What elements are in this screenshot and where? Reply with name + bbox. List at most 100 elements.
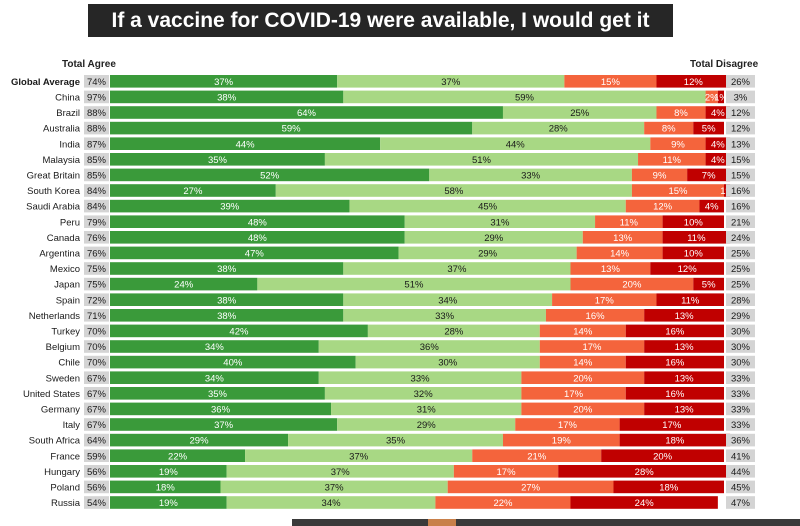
- country-label: Great Britain: [27, 171, 80, 182]
- label-strongly-disagree: 4%: [711, 139, 725, 150]
- label-strongly-disagree: 1%: [714, 93, 728, 104]
- bar-somewhat-agree: [367, 324, 540, 338]
- bar-strongly-agree: [110, 340, 319, 353]
- total-agree-value: 71%: [87, 311, 107, 322]
- label-somewhat-disagree: 11%: [620, 217, 639, 228]
- total-agree-value: 76%: [87, 233, 107, 244]
- label-somewhat-agree: 51%: [472, 155, 492, 166]
- bar-somewhat-disagree: [447, 480, 614, 494]
- bar-somewhat-agree: [337, 418, 516, 431]
- bar-somewhat-disagree: [453, 465, 559, 478]
- total-agree-value: 88%: [87, 124, 107, 135]
- total-disagree-cell: [726, 496, 755, 509]
- total-agree-value: 97%: [87, 93, 107, 104]
- bar-somewhat-disagree: [570, 262, 651, 275]
- country-label: Brazil: [56, 108, 80, 119]
- bar-somewhat-disagree: [521, 387, 626, 400]
- bar-strongly-agree: [110, 199, 350, 213]
- bar-somewhat-agree: [318, 371, 522, 384]
- bar-somewhat-disagree: [650, 137, 706, 150]
- label-strongly-disagree: 13%: [675, 311, 695, 322]
- label-somewhat-agree: 29%: [478, 249, 498, 260]
- total-disagree-cell: [726, 215, 755, 228]
- bar-strongly-agree: [110, 355, 356, 369]
- bar-strongly-disagree: [687, 168, 731, 182]
- total-disagree-cell: [726, 309, 755, 322]
- bar-strongly-agree: [110, 184, 276, 197]
- total-agree-value: 79%: [87, 217, 107, 228]
- country-label: China: [55, 93, 81, 104]
- bar-strongly-agree: [110, 168, 430, 182]
- bar-strongly-disagree: [644, 402, 724, 416]
- bar-strongly-disagree: [625, 387, 724, 400]
- country-label: Canada: [47, 233, 81, 244]
- bar-strongly-agree: [110, 90, 344, 104]
- total-agree-value: 74%: [87, 77, 107, 88]
- bar-strongly-disagree: [662, 215, 724, 228]
- country-label: Global Average: [11, 77, 80, 88]
- bar-somewhat-agree: [324, 387, 522, 400]
- total-disagree-value: 30%: [731, 342, 751, 353]
- label-strongly-agree: 48%: [248, 233, 268, 244]
- total-disagree-value: 24%: [731, 233, 751, 244]
- bar-strongly-agree: [110, 137, 381, 150]
- label-somewhat-disagree: 13%: [601, 264, 621, 275]
- total-agree-value: 64%: [87, 436, 107, 447]
- total-disagree-cell: [726, 324, 755, 338]
- bar-somewhat-agree: [331, 402, 522, 416]
- country-label: Mexico: [50, 264, 80, 275]
- bar-somewhat-disagree: [644, 121, 694, 135]
- total-disagree-value: 12%: [731, 124, 751, 135]
- total-disagree-value: 25%: [731, 280, 751, 291]
- bar-strongly-disagree: [656, 293, 724, 306]
- label-strongly-disagree: 16%: [665, 327, 685, 338]
- label-somewhat-agree: 34%: [322, 498, 342, 509]
- total-disagree-cell: [726, 355, 755, 369]
- total-agree-cell: [84, 418, 109, 431]
- label-strongly-agree: 18%: [156, 483, 176, 494]
- total-disagree-cell: [726, 402, 755, 416]
- total-agree-cell: [84, 340, 109, 353]
- label-strongly-disagree: 12%: [684, 77, 704, 88]
- label-somewhat-disagree: 17%: [564, 389, 584, 400]
- label-somewhat-disagree: 15%: [601, 77, 621, 88]
- bar-somewhat-disagree: [521, 371, 645, 384]
- label-strongly-disagree: 18%: [659, 483, 679, 494]
- label-strongly-agree: 47%: [245, 249, 265, 260]
- total-agree-cell: [84, 90, 109, 104]
- label-strongly-agree: 37%: [214, 420, 234, 431]
- total-agree-value: 85%: [87, 171, 107, 182]
- total-agree-value: 87%: [87, 139, 107, 150]
- total-disagree-value: 25%: [731, 264, 751, 275]
- bar-strongly-disagree: [625, 324, 724, 338]
- total-disagree-cell: [726, 480, 755, 494]
- label-somewhat-agree: 33%: [411, 373, 431, 384]
- label-somewhat-agree: 34%: [438, 295, 458, 306]
- bar-somewhat-disagree: [521, 402, 645, 416]
- bar-strongly-agree: [110, 402, 332, 416]
- bar-strongly-disagree: [619, 433, 731, 447]
- label-somewhat-agree: 37%: [441, 77, 461, 88]
- total-disagree-cell: [726, 293, 755, 306]
- bar-strongly-disagree: [656, 75, 731, 88]
- total-disagree-value: 21%: [731, 217, 751, 228]
- total-agree-value: 56%: [87, 467, 107, 478]
- label-strongly-disagree: 11%: [681, 295, 700, 306]
- bar-somewhat-agree: [472, 121, 645, 135]
- label-somewhat-agree: 51%: [404, 280, 424, 291]
- label-somewhat-agree: 29%: [484, 233, 504, 244]
- total-disagree-cell: [726, 277, 755, 291]
- bar-somewhat-agree: [324, 153, 639, 166]
- country-label: United States: [23, 389, 80, 400]
- label-strongly-agree: 38%: [217, 295, 237, 306]
- label-somewhat-disagree: 9%: [653, 171, 667, 182]
- total-disagree-cell: [726, 433, 755, 447]
- country-label: South Korea: [27, 186, 81, 197]
- label-somewhat-disagree: 22%: [493, 498, 513, 509]
- bar-somewhat-disagree: [539, 324, 626, 338]
- bar-strongly-agree: [110, 153, 325, 166]
- bar-strongly-disagree: [650, 262, 724, 275]
- label-somewhat-disagree: 15%: [668, 186, 688, 197]
- taskbar-highlight: [428, 519, 456, 526]
- bar-strongly-agree: [110, 121, 473, 135]
